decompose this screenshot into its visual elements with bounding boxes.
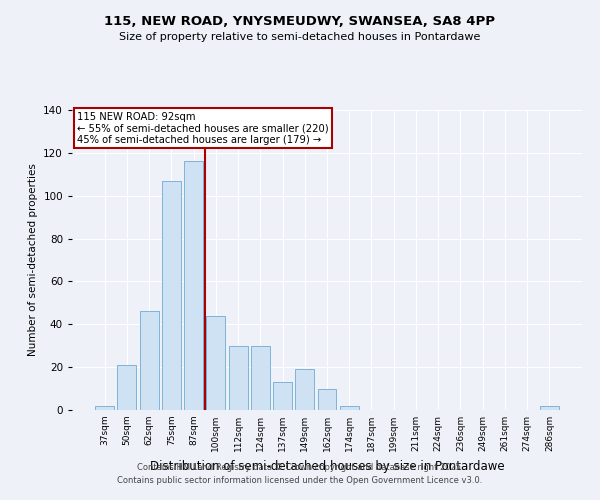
- Bar: [229, 346, 248, 410]
- Bar: [295, 370, 314, 410]
- Bar: [95, 406, 114, 410]
- Bar: [540, 406, 559, 410]
- Bar: [118, 365, 136, 410]
- Bar: [340, 406, 359, 410]
- X-axis label: Distribution of semi-detached houses by size in Pontardawe: Distribution of semi-detached houses by …: [149, 460, 505, 472]
- Text: Size of property relative to semi-detached houses in Pontardawe: Size of property relative to semi-detach…: [119, 32, 481, 42]
- Text: 115 NEW ROAD: 92sqm
← 55% of semi-detached houses are smaller (220)
45% of semi-: 115 NEW ROAD: 92sqm ← 55% of semi-detach…: [77, 112, 329, 144]
- Bar: [251, 346, 270, 410]
- Bar: [273, 382, 292, 410]
- Bar: [140, 312, 158, 410]
- Y-axis label: Number of semi-detached properties: Number of semi-detached properties: [28, 164, 38, 356]
- Bar: [317, 388, 337, 410]
- Bar: [162, 180, 181, 410]
- Bar: [206, 316, 225, 410]
- Text: 115, NEW ROAD, YNYSMEUDWY, SWANSEA, SA8 4PP: 115, NEW ROAD, YNYSMEUDWY, SWANSEA, SA8 …: [104, 15, 496, 28]
- Text: Contains HM Land Registry data © Crown copyright and database right 2025.
Contai: Contains HM Land Registry data © Crown c…: [118, 464, 482, 485]
- Bar: [184, 162, 203, 410]
